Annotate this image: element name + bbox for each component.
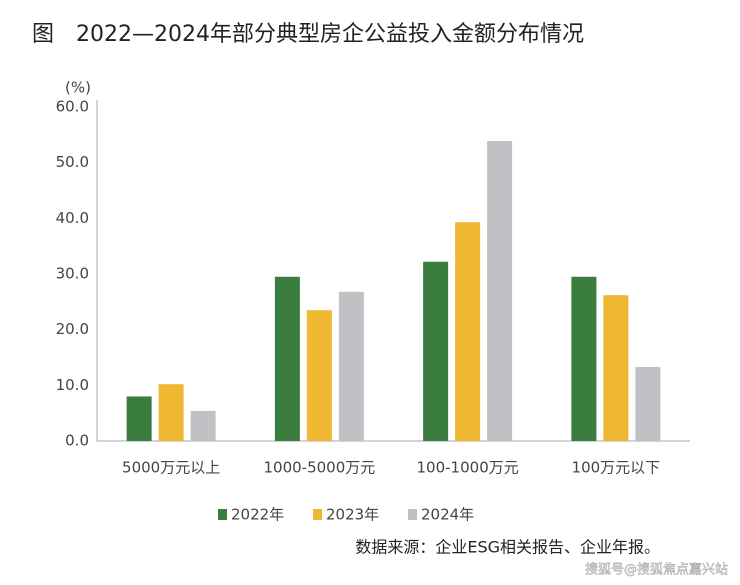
- bar: [126, 396, 152, 441]
- watermark: 搜狐号@搜狐焦点嘉兴站: [585, 563, 728, 578]
- x-tick-label: 5000万元以上: [122, 459, 220, 477]
- legend-label: 2023年: [326, 506, 379, 524]
- source-note: 数据来源：企业ESG相关报告、企业年报。: [355, 538, 660, 557]
- y-axis-label: (%): [65, 79, 91, 97]
- bar: [603, 295, 629, 441]
- chart-title: 图 2022—2024年部分典型房企公益投入金额分布情况: [32, 22, 584, 47]
- legend-swatch: [218, 509, 227, 520]
- bar: [635, 366, 661, 441]
- y-tick-label: 20.0: [56, 320, 89, 338]
- y-tick-label: 30.0: [56, 265, 89, 283]
- bar: [274, 276, 300, 441]
- legend-label: 2022年: [231, 506, 284, 524]
- bar: [190, 410, 216, 441]
- x-tick-label: 100-1000万元: [417, 459, 519, 477]
- y-tick-label: 0.0: [65, 432, 89, 450]
- x-tick-label: 100万元以下: [572, 459, 661, 477]
- y-tick-label: 40.0: [56, 209, 89, 227]
- y-tick-label: 60.0: [56, 98, 89, 116]
- y-tick-label: 50.0: [56, 153, 89, 171]
- legend-label: 2024年: [421, 506, 474, 524]
- legend-swatch: [313, 509, 322, 520]
- y-tick-label: 10.0: [56, 376, 89, 394]
- bar: [423, 261, 449, 441]
- bar: [158, 384, 184, 441]
- bar: [487, 140, 513, 441]
- bar: [455, 222, 481, 441]
- x-tick-label: 1000-5000万元: [263, 459, 375, 477]
- bar: [571, 276, 597, 441]
- legend-swatch: [408, 509, 417, 520]
- bar: [306, 310, 332, 441]
- bar: [338, 291, 364, 441]
